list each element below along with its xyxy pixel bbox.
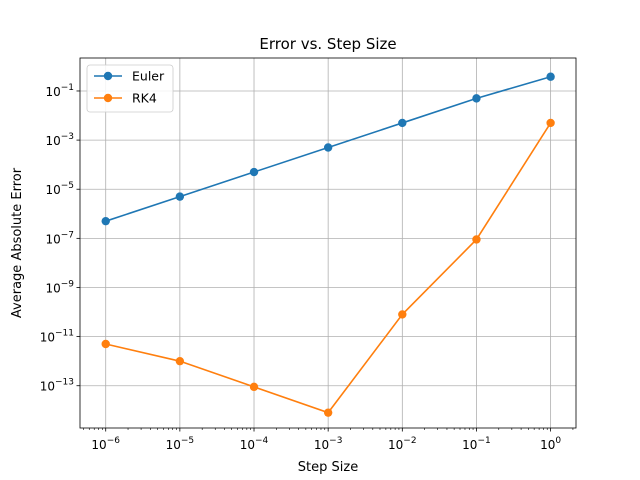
y-tick-label: 10−7	[45, 230, 74, 246]
y-tick-label: 10−11	[40, 329, 74, 345]
data-point-rk4	[249, 382, 259, 392]
data-point-rk4	[101, 339, 110, 349]
ticks: 10−6 10−5 10−4 10−3 10−2 10−1 100 10−13 10−11 10−…	[40, 83, 574, 452]
y-tick-label: 10−5	[45, 181, 74, 197]
grid	[80, 58, 576, 428]
x-tick-label: 10−6	[91, 436, 120, 452]
data-point-rk4	[546, 118, 555, 128]
x-tick-label: 10−1	[462, 436, 491, 452]
y-tick-label: 10−9	[45, 279, 74, 295]
legend: Euler RK4	[86, 64, 174, 113]
data-point-euler	[546, 72, 555, 81]
x-tick-label: 10−2	[388, 436, 417, 452]
data-point-euler	[249, 167, 259, 177]
legend-marker-rk4	[103, 93, 113, 103]
legend-label-rk4: RK4	[132, 91, 157, 106]
data-point-euler	[175, 192, 185, 201]
x-tick-label: 10−5	[166, 436, 195, 452]
data-point-euler	[101, 216, 110, 226]
legend-marker-euler	[103, 71, 113, 81]
x-tick-label: 10−3	[314, 436, 343, 452]
y-tick-label: 10−1	[45, 83, 74, 99]
data-point-euler	[323, 143, 333, 152]
y-axis-label: Average Absolute Error	[10, 167, 25, 318]
data-point-rk4	[175, 356, 185, 366]
data-point-rk4	[323, 408, 333, 417]
legend-label-euler: Euler	[132, 69, 165, 84]
data-point-euler	[398, 118, 407, 128]
x-tick-label: 100	[540, 436, 561, 452]
data-point-rk4	[472, 235, 481, 244]
x-tick-label: 10−4	[240, 436, 269, 452]
series-layer	[101, 72, 555, 417]
y-tick-label: 10−3	[45, 132, 74, 148]
y-tick-label: 10−13	[40, 378, 74, 394]
chart-title: Error vs. Step Size	[259, 35, 396, 53]
data-point-euler	[472, 94, 481, 103]
plot-area: 10−6 10−5 10−4 10−3 10−2 10−1 100 10−13 10−11 10−…	[40, 57, 577, 452]
x-axis-label: Step Size	[298, 460, 358, 475]
data-point-rk4	[398, 310, 407, 319]
